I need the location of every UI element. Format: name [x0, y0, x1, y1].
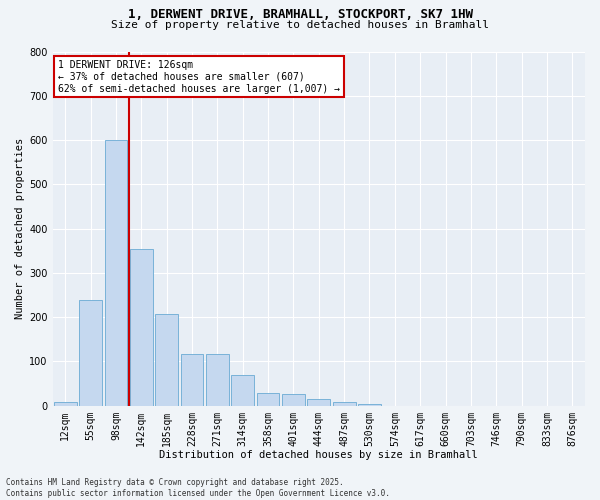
Text: 1 DERWENT DRIVE: 126sqm
← 37% of detached houses are smaller (607)
62% of semi-d: 1 DERWENT DRIVE: 126sqm ← 37% of detache…	[58, 60, 340, 94]
Text: Contains HM Land Registry data © Crown copyright and database right 2025.
Contai: Contains HM Land Registry data © Crown c…	[6, 478, 390, 498]
Bar	[79, 300, 102, 406]
Y-axis label: Number of detached properties: Number of detached properties	[15, 138, 25, 319]
Bar	[104, 140, 127, 406]
Bar	[333, 402, 356, 406]
Bar	[54, 402, 77, 406]
Bar	[206, 354, 229, 406]
Bar	[130, 248, 152, 406]
Bar	[257, 394, 280, 406]
Bar	[358, 404, 381, 406]
Bar	[307, 399, 330, 406]
Text: 1, DERWENT DRIVE, BRAMHALL, STOCKPORT, SK7 1HW: 1, DERWENT DRIVE, BRAMHALL, STOCKPORT, S…	[128, 8, 473, 20]
Bar	[231, 374, 254, 406]
Text: Size of property relative to detached houses in Bramhall: Size of property relative to detached ho…	[111, 20, 489, 30]
Bar	[181, 354, 203, 406]
Bar	[155, 314, 178, 406]
X-axis label: Distribution of detached houses by size in Bramhall: Distribution of detached houses by size …	[160, 450, 478, 460]
Bar	[282, 394, 305, 406]
